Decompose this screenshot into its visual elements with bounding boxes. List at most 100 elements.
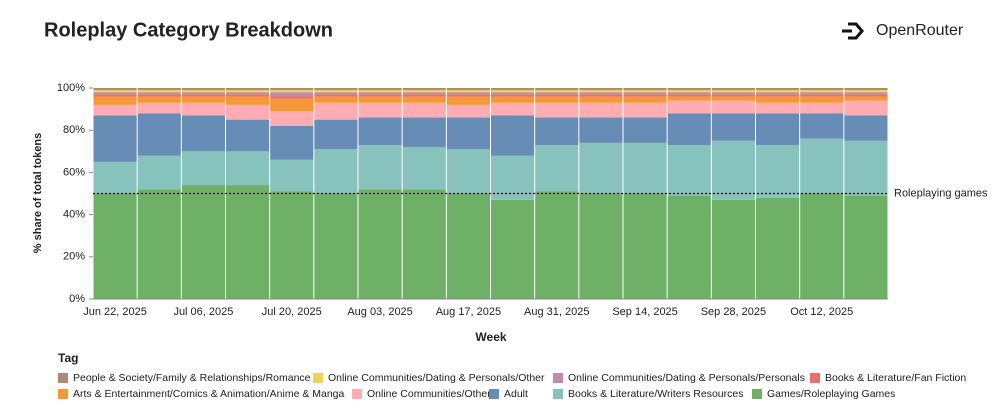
bar-segment [270, 191, 314, 299]
bar-segment [535, 96, 579, 103]
bar-segment [181, 185, 225, 299]
bar-segment [446, 88, 490, 91]
bar-segment [711, 96, 755, 101]
bar-segment [93, 90, 137, 93]
bar-segment [446, 117, 490, 150]
brand-logo[interactable]: OpenRouter [842, 22, 964, 40]
bar-segment [446, 104, 490, 118]
bar-segment [800, 96, 844, 103]
bar-segment [756, 88, 800, 91]
x-tick-label: Oct 12, 2025 [790, 306, 853, 318]
legend-label: Games/Roleplaying Games [767, 388, 895, 400]
bar-segment [270, 96, 314, 99]
bar-segment [491, 88, 535, 91]
bar-segment [402, 94, 446, 97]
y-tick-label: 20% [63, 251, 85, 263]
bar-segment [844, 140, 888, 196]
bar-segment [844, 100, 888, 116]
bar-segment [137, 96, 181, 103]
x-tick-label: Aug 17, 2025 [436, 306, 501, 318]
legend-title: Tag [58, 351, 78, 365]
bar-segment [711, 90, 755, 93]
bar-segment [667, 195, 711, 299]
bar-segment [579, 94, 623, 97]
bar-segment [226, 92, 270, 95]
bar-segment [358, 144, 402, 190]
x-tick-label: Jul 06, 2025 [173, 306, 233, 318]
bar-segment [358, 189, 402, 299]
bar-segment [226, 96, 270, 105]
bar-segment [314, 88, 358, 91]
bar-segment [844, 96, 888, 101]
bar-segment [402, 92, 446, 95]
bar-segment [137, 155, 181, 190]
x-tick-label: Jun 22, 2025 [83, 306, 147, 318]
bar-segment [491, 115, 535, 156]
x-tick-label: Sep 28, 2025 [701, 306, 766, 318]
bar-segment [711, 113, 755, 141]
bar-segment [711, 100, 755, 114]
legend-swatch [553, 389, 563, 399]
bar-segment [181, 92, 225, 95]
bar-segment [667, 92, 711, 95]
bar-segment [402, 117, 446, 148]
bar-segment [181, 94, 225, 97]
bar-segment [402, 189, 446, 299]
legend-label: Books & Literature/Fan Fiction [825, 372, 966, 384]
bar-segment [358, 94, 402, 97]
bar-segment [270, 92, 314, 97]
bar-segment [137, 94, 181, 97]
bar-segment [711, 199, 755, 299]
bar-segment [667, 113, 711, 145]
legend-label: Books & Literature/Writers Resources [568, 388, 743, 400]
legend-swatch [352, 389, 362, 399]
bar-segment [623, 193, 667, 299]
chart-title: Roleplay Category Breakdown [44, 19, 333, 41]
bar-segment [358, 88, 402, 91]
bar-segment [844, 94, 888, 97]
bar-segment [226, 94, 270, 97]
bar-segment [226, 104, 270, 120]
bar-segment [800, 113, 844, 139]
bar-segment [446, 149, 490, 194]
bar-segment [446, 92, 490, 95]
bar-segment [226, 151, 270, 186]
bar-segment [402, 90, 446, 93]
bar-segment [491, 94, 535, 97]
bar-segment [756, 197, 800, 299]
bar-segment [137, 113, 181, 156]
bar-segment [314, 149, 358, 194]
bar-segment [314, 90, 358, 93]
legend-swatch [313, 373, 323, 383]
bar-segment [270, 159, 314, 192]
bar-segment [181, 88, 225, 91]
bar-segment [844, 115, 888, 141]
bar-segment [491, 90, 535, 93]
y-tick-label: 40% [63, 209, 85, 221]
bar-segment [711, 88, 755, 91]
bar-segment [579, 90, 623, 93]
bar-segment [358, 102, 402, 118]
bar-segment [667, 90, 711, 93]
bar-segment [226, 88, 270, 91]
bar-segment [314, 193, 358, 299]
legend-swatch [489, 389, 499, 399]
x-tick-label: Aug 03, 2025 [347, 306, 412, 318]
bar-segment [623, 94, 667, 97]
bar-segment [800, 94, 844, 97]
legend-label: People & Society/Family & Relationships/… [73, 372, 311, 384]
bar-segment [270, 90, 314, 93]
bar-segment [226, 90, 270, 93]
bar-segment [535, 191, 579, 299]
bar-segment [623, 88, 667, 91]
y-tick-label: 100% [57, 82, 85, 94]
bar-segment [535, 102, 579, 118]
bar-segment [93, 104, 137, 116]
legend-swatch [553, 373, 563, 383]
bar-segment [667, 144, 711, 196]
bar-segment [844, 195, 888, 299]
brand-name: OpenRouter [876, 22, 964, 39]
bar-segment [491, 96, 535, 103]
bar-segment [137, 90, 181, 93]
legend-swatch [58, 389, 68, 399]
